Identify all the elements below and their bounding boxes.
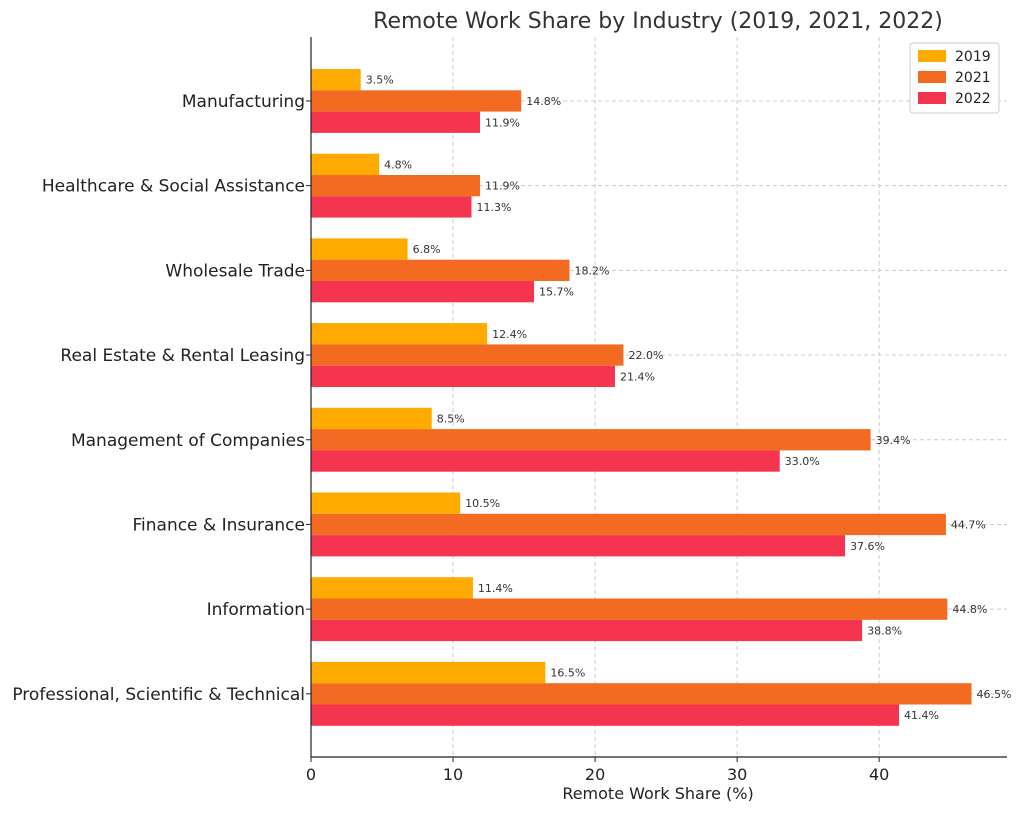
data-label: 11.9% bbox=[485, 180, 520, 193]
data-label: 11.4% bbox=[478, 582, 513, 595]
bar-2021 bbox=[311, 599, 947, 620]
data-label: 15.7% bbox=[539, 286, 574, 299]
data-label: 41.4% bbox=[904, 709, 939, 722]
bar-2021 bbox=[311, 429, 871, 450]
category-label: Real Estate & Rental Leasing bbox=[60, 346, 305, 366]
grid-lines bbox=[311, 37, 1007, 757]
bar-2019 bbox=[311, 69, 361, 90]
bar-2019 bbox=[311, 577, 473, 598]
data-label: 12.4% bbox=[492, 328, 527, 341]
bar-2019 bbox=[311, 238, 408, 259]
data-label: 21.4% bbox=[620, 370, 655, 383]
legend-label: 2022 bbox=[955, 91, 991, 107]
bar-2022 bbox=[311, 535, 845, 556]
data-label: 39.4% bbox=[876, 434, 911, 447]
data-label: 10.5% bbox=[465, 497, 500, 510]
data-label: 44.8% bbox=[952, 603, 987, 616]
bar-2021 bbox=[311, 344, 623, 365]
data-label: 38.8% bbox=[867, 624, 902, 637]
category-label: Healthcare & Social Assistance bbox=[42, 177, 305, 197]
chart-title: Remote Work Share by Industry (2019, 202… bbox=[373, 9, 943, 34]
legend-swatch bbox=[918, 50, 946, 62]
category-label: Information bbox=[207, 600, 305, 620]
data-label: 3.5% bbox=[366, 74, 394, 87]
x-axis-title: Remote Work Share (%) bbox=[562, 784, 753, 803]
data-label: 18.2% bbox=[575, 264, 610, 277]
bar-2022 bbox=[311, 281, 534, 302]
bar-2022 bbox=[311, 112, 480, 133]
data-label: 6.8% bbox=[413, 243, 441, 256]
category-label: Wholesale Trade bbox=[165, 261, 305, 281]
bar-2021 bbox=[311, 514, 946, 535]
x-tick-label: 0 bbox=[306, 765, 316, 784]
x-tick-label: 10 bbox=[443, 765, 463, 784]
legend: 2019 2021 2022 bbox=[910, 43, 999, 113]
bar-2019 bbox=[311, 408, 432, 429]
data-label: 4.8% bbox=[384, 158, 412, 171]
bar-2021 bbox=[311, 260, 570, 281]
category-label: Professional, Scientific & Technical bbox=[12, 685, 305, 705]
bar-2019 bbox=[311, 323, 487, 344]
data-label: 44.7% bbox=[951, 518, 986, 531]
x-tick-label: 40 bbox=[869, 765, 889, 784]
bar-2021 bbox=[311, 683, 971, 704]
data-label: 46.5% bbox=[976, 688, 1011, 701]
x-tick-label: 20 bbox=[585, 765, 605, 784]
data-label: 11.9% bbox=[485, 116, 520, 129]
legend-swatch bbox=[918, 71, 946, 83]
category-label: Finance & Insurance bbox=[132, 515, 305, 535]
bar-2022 bbox=[311, 366, 615, 387]
legend-label: 2019 bbox=[955, 49, 991, 65]
bar-2022 bbox=[311, 620, 862, 641]
bar-2022 bbox=[311, 705, 899, 726]
bar-2022 bbox=[311, 196, 472, 217]
x-tick-label: 30 bbox=[727, 765, 747, 784]
bar-2022 bbox=[311, 450, 780, 471]
bar-2021 bbox=[311, 90, 521, 111]
data-label: 22.0% bbox=[628, 349, 663, 362]
bar-2019 bbox=[311, 154, 379, 175]
data-label: 16.5% bbox=[550, 667, 585, 680]
legend-label: 2021 bbox=[955, 70, 991, 86]
category-label: Management of Companies bbox=[71, 431, 305, 451]
bar-2021 bbox=[311, 175, 480, 196]
data-label: 14.8% bbox=[526, 95, 561, 108]
data-label: 8.5% bbox=[437, 412, 465, 425]
data-label: 37.6% bbox=[850, 540, 885, 553]
legend-swatch bbox=[918, 92, 946, 104]
bar-2019 bbox=[311, 662, 545, 683]
data-label: 11.3% bbox=[477, 201, 512, 214]
data-label: 33.0% bbox=[785, 455, 820, 468]
bar-2019 bbox=[311, 493, 460, 514]
category-label: Manufacturing bbox=[182, 92, 305, 112]
